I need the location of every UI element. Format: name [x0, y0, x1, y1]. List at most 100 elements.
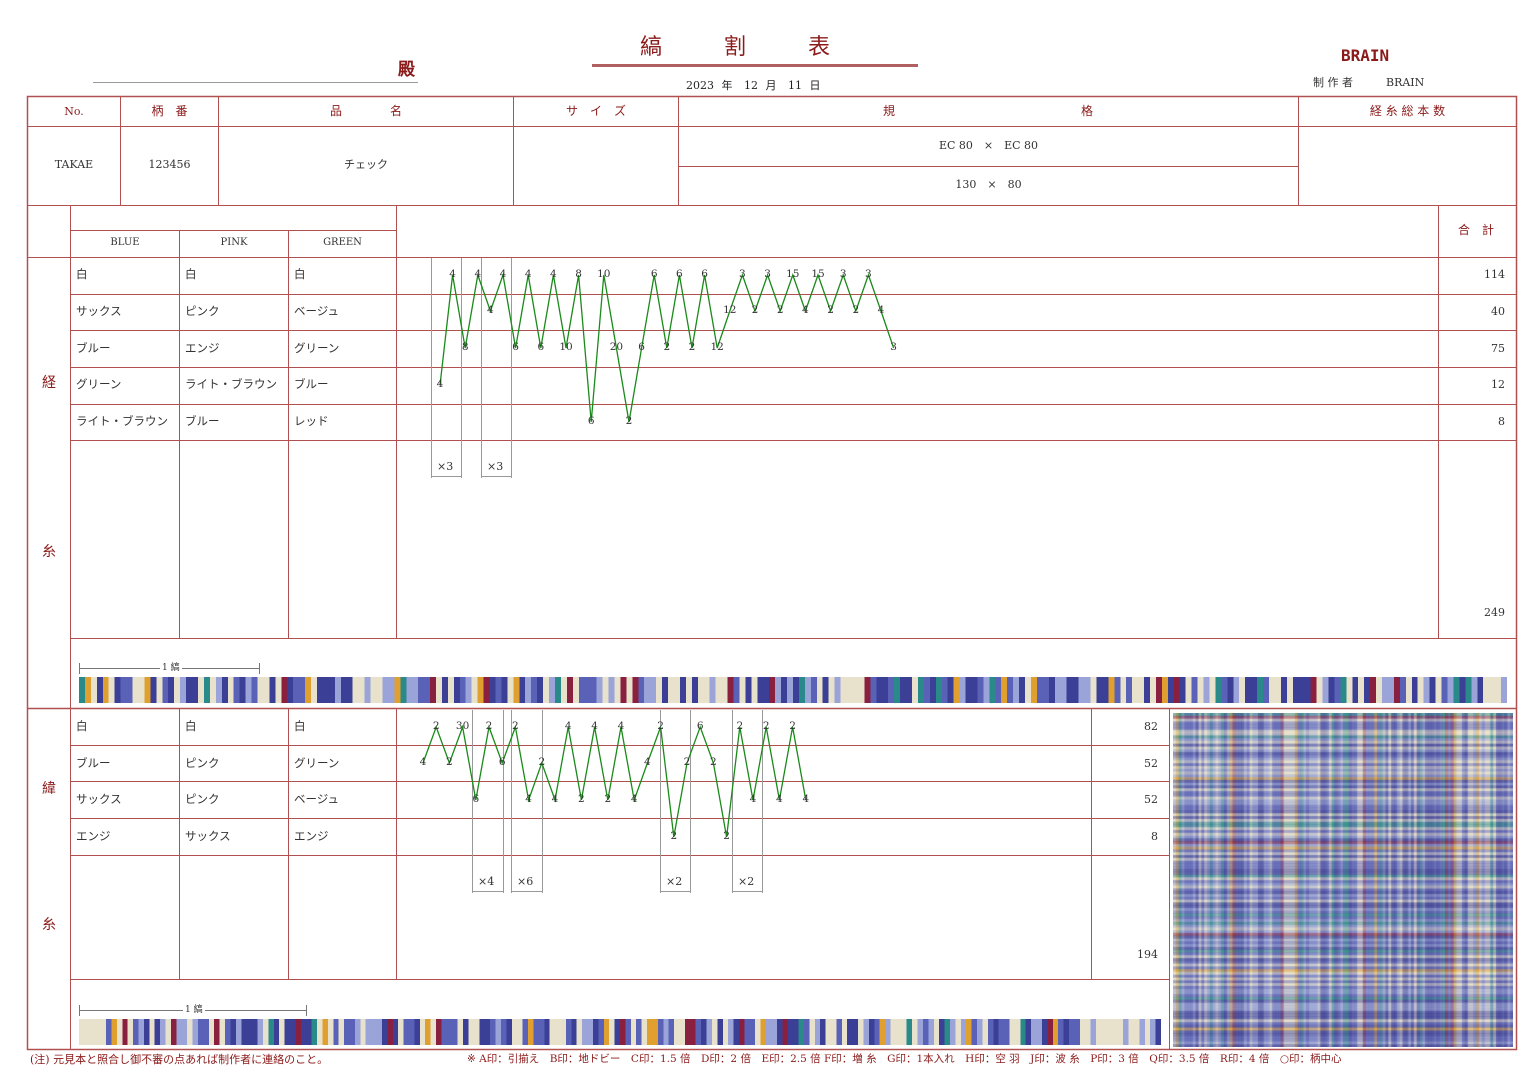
warp-row-2-c2: エンジ — [185, 340, 220, 355]
weft-row-3-c1: エンジ — [76, 828, 111, 843]
weft-seq-label-12: 2 — [578, 793, 585, 805]
warp-seq-label-34: 3 — [865, 268, 872, 280]
warp-seq-label-36: 3 — [890, 341, 897, 353]
weft-seq-label-1: 2 — [432, 720, 440, 732]
weft-seq-label-26: 2 — [762, 720, 770, 732]
warp-row-4-c1: ライト・ブラウン — [76, 414, 168, 429]
weft-seq-label-8: 4 — [525, 793, 532, 805]
warp-seq-label-0: 4 — [436, 378, 444, 390]
warp-row-0-total: 114 — [1484, 268, 1505, 281]
warp-row-4-c3: レッド — [294, 414, 329, 429]
total-label: 合 計 — [1458, 223, 1495, 237]
weft-repeat-length-label: 1 縞 — [183, 1005, 205, 1015]
warp-seq-label-21: 6 — [701, 268, 708, 280]
weft-seq-label-14: 2 — [604, 793, 612, 805]
col-spec-right: 格 — [1081, 104, 1094, 118]
weft-repeat-markers — [472, 710, 763, 893]
footer-legend: ※ A印：引揃え B印：地ドビー C印：1.5 倍 D印：2 倍 E印：2.5 … — [467, 1053, 1342, 1065]
warp-seq-label-9: 4 — [550, 268, 557, 280]
weft-seq-label-4: 6 — [472, 793, 480, 805]
cell-no: TAKAE — [54, 158, 94, 171]
weft-seq-label-19: 2 — [670, 830, 678, 842]
warp-row-3-c1: グリーン — [76, 377, 122, 392]
company-name: BRAIN — [1341, 46, 1390, 65]
weft-seq-label-20: 2 — [683, 756, 691, 768]
warp-seq-label-1: 4 — [449, 268, 456, 280]
weft-seq-label-27: 4 — [776, 793, 783, 805]
weft-row-2-c3: ベージュ — [294, 792, 339, 807]
warp-row-2-c1: ブルー — [76, 340, 111, 355]
weft-seq-label-5: 2 — [485, 720, 493, 732]
warp-row-4-c2: ブルー — [185, 414, 220, 429]
warp-stripe-bar — [79, 677, 1507, 703]
weft-row-2-total: 52 — [1144, 793, 1158, 807]
warp-repeat-2: ×3 — [487, 460, 504, 473]
col-no: No. — [64, 105, 84, 118]
maker-value: BRAIN — [1386, 76, 1425, 89]
warp-seq-label-4: 4 — [487, 304, 494, 316]
weft-grand-total: 194 — [1137, 948, 1158, 961]
date-month: 12 — [744, 79, 758, 92]
warp-seq-label-27: 2 — [776, 304, 784, 316]
warp-seq-label-12: 6 — [587, 415, 595, 427]
warp-seq-label-24: 3 — [739, 268, 746, 280]
warp-seq-label-18: 2 — [663, 341, 671, 353]
warp-seq-label-20: 2 — [688, 341, 696, 353]
warp-row-3-total: 12 — [1491, 378, 1505, 392]
weft-row-0-c1: 白 — [76, 719, 88, 733]
weft-seq-label-18: 2 — [657, 720, 664, 732]
weft-zigzag — [422, 724, 807, 838]
weft-repeat-1: ×4 — [478, 875, 495, 888]
warp-seq-label-10: 10 — [559, 341, 573, 353]
warp-seq-label-26: 3 — [764, 268, 771, 280]
weft-row-0-c2: 白 — [185, 719, 197, 733]
warp-seq-label-5: 4 — [499, 268, 507, 280]
warp-row-1-c1: サックス — [76, 303, 122, 318]
weft-row-0-c3: 白 — [294, 719, 306, 733]
warp-seq-label-13: 10 — [597, 268, 611, 280]
weft-seq-label-16: 4 — [630, 793, 638, 805]
warp-seq-label-32: 3 — [839, 268, 847, 280]
date: 2023 年 12 月 11 日 — [686, 79, 821, 92]
weft-seq-label-21: 6 — [696, 720, 704, 732]
colorway-pink: PINK — [220, 237, 248, 248]
warp-zigzag-line — [439, 272, 895, 423]
weft-seq-label-25: 4 — [749, 793, 757, 805]
warp-seq-label-19: 6 — [676, 268, 683, 280]
weft-seq-label-15: 4 — [617, 720, 625, 732]
weft-repeat-3: ×2 — [666, 875, 683, 888]
warp-seq-label-3: 4 — [474, 268, 482, 280]
warp-row-0-c2: 白 — [185, 267, 197, 281]
weft-row-1-c1: ブルー — [76, 755, 111, 770]
warp-row-2-total: 75 — [1491, 341, 1505, 355]
col-spec-left: 規 — [883, 104, 896, 118]
warp-label-top: 経 — [42, 375, 56, 391]
title-underline — [592, 64, 918, 67]
weft-seq-label-2: 2 — [446, 756, 453, 768]
warp-seq-label-6: 6 — [512, 341, 519, 353]
col-size: サ イ ズ — [565, 104, 626, 118]
weft-repeat-4: ×2 — [738, 875, 755, 888]
warp-row-1-total: 40 — [1491, 304, 1505, 318]
warp-zigzag — [439, 272, 895, 423]
warp-seq-label-11: 8 — [575, 268, 582, 280]
warp-seq-label-17: 6 — [650, 268, 658, 280]
footer-note: (注) 元見本と照合し御不審の点あれば制作者に連絡のこと。 — [30, 1053, 329, 1066]
weft-seq-label-11: 4 — [564, 720, 572, 732]
warp-seq-label-15: 2 — [625, 415, 633, 427]
warp-seq-label-16: 6 — [638, 341, 645, 353]
colorway-green: GREEN — [323, 237, 362, 248]
weft-label-top: 緯 — [42, 781, 56, 797]
weft-zigzag-line — [422, 724, 807, 838]
weft-seq-label-29: 4 — [802, 793, 810, 805]
weft-seq-label-0: 4 — [419, 756, 427, 768]
weft-seq-label-17: 4 — [644, 756, 651, 768]
warp-seq-label-33: 2 — [852, 304, 860, 316]
weft-seq-label-23: 2 — [723, 830, 730, 842]
weft-seq-label-24: 2 — [736, 720, 744, 732]
date-year: 2023 — [686, 79, 714, 92]
weft-row-3-c2: サックス — [185, 828, 231, 843]
weft-repeat-2: ×6 — [517, 875, 534, 888]
cell-spec-line1: EC 80 × EC 80 — [938, 139, 1039, 152]
colorway-blue: BLUE — [110, 237, 140, 248]
